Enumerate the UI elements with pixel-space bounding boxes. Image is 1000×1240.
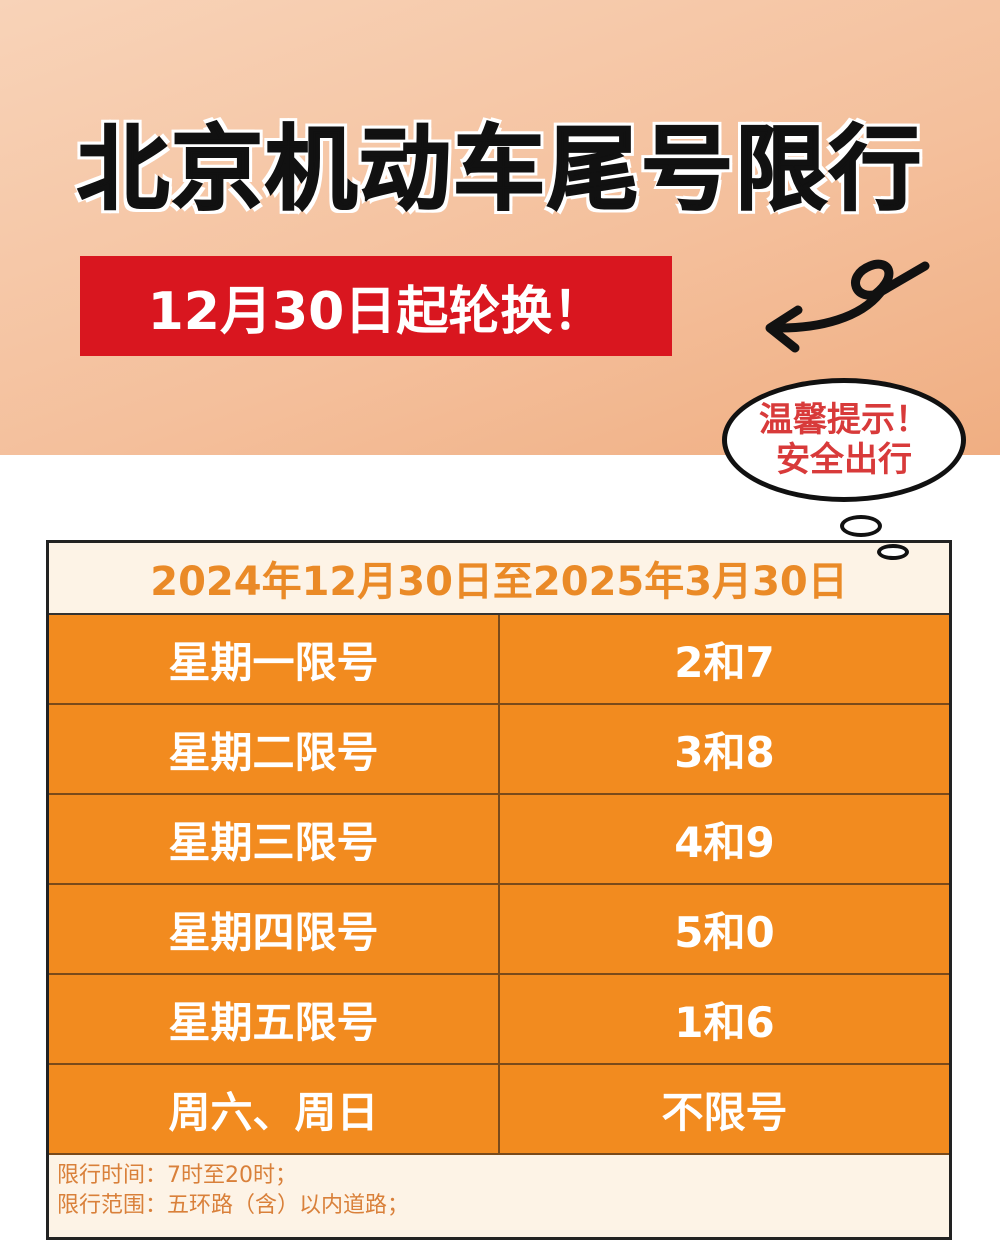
numbers-cell: 2和7	[674, 637, 775, 687]
numbers-cell: 不限号	[661, 1087, 788, 1137]
numbers-cell: 1和6	[674, 997, 775, 1047]
table-row: 星期三限号 4和9	[49, 795, 949, 885]
tip-line-2: 安全出行	[776, 440, 912, 480]
tip-line-1: 温馨提示！	[759, 400, 929, 440]
day-cell: 星期三限号	[49, 795, 500, 883]
tip-bubble: 温馨提示！ 安全出行	[722, 378, 966, 502]
bubble-dot	[840, 515, 882, 537]
day-cell: 星期四限号	[49, 885, 500, 973]
note-time: 限行时间：7时至20时；	[57, 1163, 297, 1188]
day-cell: 星期五限号	[49, 975, 500, 1063]
restriction-table: 2024年12月30日至2025年3月30日 星期一限号 2和7 星期二限号 3和8…	[46, 540, 952, 1240]
header-banner: 北京机动车尾号限行 12月30日起轮换！	[0, 0, 1000, 455]
bubble-dot	[877, 544, 909, 560]
table-row: 周六、周日 不限号	[49, 1065, 949, 1155]
table-row: 星期二限号 3和8	[49, 705, 949, 795]
period-row: 2024年12月30日至2025年3月30日	[49, 543, 949, 615]
page-title: 北京机动车尾号限行	[76, 115, 923, 224]
table-row: 星期一限号 2和7	[49, 615, 949, 705]
notes: 限行时间：7时至20时； 限行范围：五环路（含）以内道路；	[49, 1155, 949, 1227]
subtitle-banner: 12月30日起轮换！	[80, 256, 672, 356]
numbers-cell: 4和9	[674, 817, 775, 867]
day-cell: 周六、周日	[49, 1065, 500, 1153]
curly-arrow-icon	[765, 259, 930, 353]
table-row: 星期四限号 5和0	[49, 885, 949, 975]
note-range: 限行范围：五环路（含）以内道路；	[57, 1193, 410, 1218]
day-cell: 星期二限号	[49, 705, 500, 793]
numbers-cell: 5和0	[674, 907, 775, 957]
numbers-cell: 3和8	[674, 727, 775, 777]
table-row: 星期五限号 1和6	[49, 975, 949, 1065]
day-cell: 星期一限号	[49, 615, 500, 703]
